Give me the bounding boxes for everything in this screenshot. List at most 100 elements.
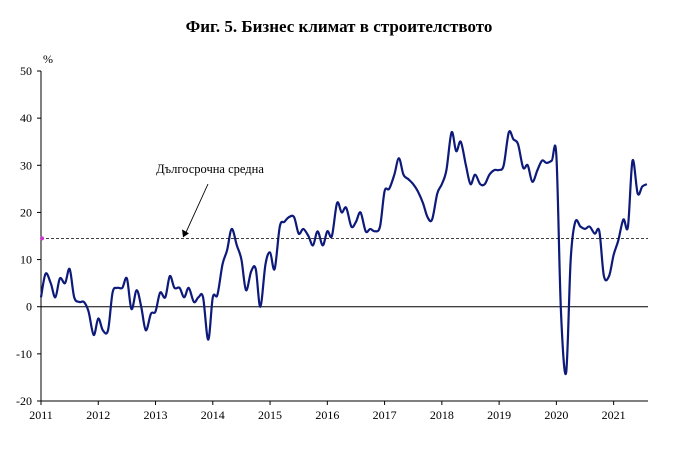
data-point xyxy=(307,235,309,237)
data-point xyxy=(484,183,486,185)
annotation-arrow-line xyxy=(185,183,209,233)
data-point xyxy=(536,169,538,171)
data-point xyxy=(164,296,166,298)
data-point xyxy=(384,190,386,192)
data-point xyxy=(259,306,261,308)
data-point xyxy=(169,275,171,277)
data-point xyxy=(531,181,533,183)
x-tick-label: 2021 xyxy=(602,408,626,422)
data-point xyxy=(222,263,224,265)
data-point xyxy=(121,287,123,289)
y-tick-label: 20 xyxy=(20,205,32,219)
data-point xyxy=(88,310,90,312)
data-point xyxy=(613,254,615,256)
data-point xyxy=(422,202,424,204)
data-point xyxy=(460,141,462,143)
data-point xyxy=(355,221,357,223)
data-point xyxy=(560,310,562,312)
data-point xyxy=(188,287,190,289)
data-point xyxy=(546,162,548,164)
data-point xyxy=(388,188,390,190)
data-point xyxy=(179,287,181,289)
data-point xyxy=(59,277,61,279)
data-point xyxy=(508,131,510,133)
data-point xyxy=(155,310,157,312)
data-point xyxy=(107,329,109,331)
data-point xyxy=(293,216,295,218)
chart-title: Фиг. 5. Бизнес климат в строителството xyxy=(186,17,493,36)
data-point xyxy=(78,301,80,303)
data-point xyxy=(274,268,276,270)
data-point xyxy=(302,228,304,230)
data-point xyxy=(250,270,252,272)
data-point xyxy=(93,334,95,336)
data-point xyxy=(417,190,419,192)
x-tick-label: 2012 xyxy=(86,408,110,422)
data-point xyxy=(365,230,367,232)
data-point xyxy=(312,244,314,246)
y-tick-label: 50 xyxy=(20,64,32,78)
data-point xyxy=(136,289,138,291)
data-point xyxy=(379,226,381,228)
data-point xyxy=(498,169,500,171)
annotation-arrowhead xyxy=(182,229,189,238)
data-point xyxy=(216,294,218,296)
data-point xyxy=(637,193,639,195)
data-point xyxy=(646,183,648,185)
data-point xyxy=(617,240,619,242)
data-point xyxy=(283,221,285,223)
x-tick-label: 2017 xyxy=(373,408,397,422)
data-point xyxy=(331,235,333,237)
data-point xyxy=(240,259,242,261)
data-point xyxy=(574,221,576,223)
data-point xyxy=(69,268,71,270)
data-point xyxy=(126,277,128,279)
x-tick-label: 2020 xyxy=(544,408,568,422)
y-tick-label: -10 xyxy=(16,347,32,361)
data-point xyxy=(622,219,624,221)
data-point xyxy=(445,169,447,171)
data-point xyxy=(494,169,496,171)
data-point xyxy=(341,211,343,213)
series-line xyxy=(39,130,648,376)
x-tick-label: 2013 xyxy=(144,408,168,422)
data-point xyxy=(345,207,347,209)
data-point xyxy=(269,252,271,254)
data-point xyxy=(255,268,257,270)
data-point xyxy=(427,216,429,218)
data-point xyxy=(140,306,142,308)
data-point xyxy=(317,230,319,232)
data-point xyxy=(641,186,643,188)
x-tick-label: 2019 xyxy=(487,408,511,422)
data-point xyxy=(603,275,605,277)
data-point xyxy=(279,226,281,228)
data-point xyxy=(522,167,524,169)
data-point xyxy=(322,244,324,246)
data-point xyxy=(402,174,404,176)
data-point xyxy=(193,301,195,303)
data-point xyxy=(264,263,266,265)
data-point xyxy=(50,282,52,284)
x-tick-label: 2018 xyxy=(430,408,454,422)
data-point xyxy=(431,219,433,221)
data-point xyxy=(231,228,233,230)
data-point xyxy=(527,164,529,166)
data-point xyxy=(116,287,118,289)
data-point xyxy=(436,193,438,195)
x-tick-label: 2011 xyxy=(29,408,53,422)
axes: -20 -10 0 10 20 30 40 50 2011 2012 2013 2014 2015 201… xyxy=(16,64,648,422)
data-point xyxy=(202,296,204,298)
data-point xyxy=(173,287,175,289)
data-point xyxy=(441,183,443,185)
x-tick-label: 2015 xyxy=(258,408,282,422)
data-point xyxy=(584,228,586,230)
data-point xyxy=(541,160,543,162)
data-point xyxy=(594,233,596,235)
data-point xyxy=(64,282,66,284)
data-point xyxy=(589,226,591,228)
data-point xyxy=(73,296,75,298)
data-point xyxy=(398,157,400,159)
data-point xyxy=(408,178,410,180)
